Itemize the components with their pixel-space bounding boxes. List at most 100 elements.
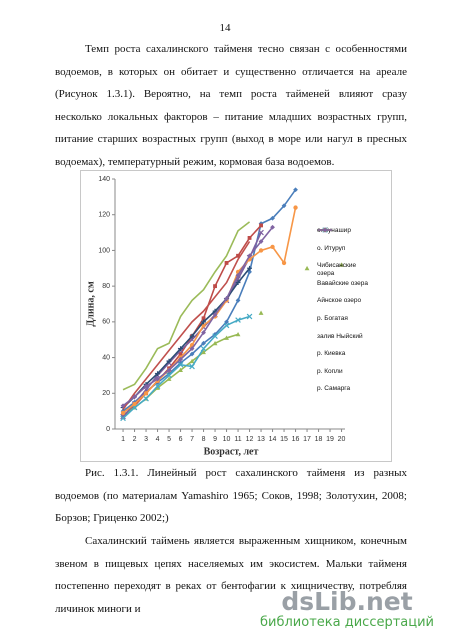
- point: [339, 262, 344, 267]
- x-tick-label: 19: [326, 436, 334, 443]
- x-tick-label: 9: [213, 436, 217, 443]
- y-tick-label: 0: [106, 426, 110, 433]
- legend-item: р. Самарга: [317, 227, 391, 402]
- page-number: 14: [219, 22, 231, 34]
- point: [120, 413, 126, 420]
- y-axis-label: Длина, см: [85, 281, 96, 326]
- point: [235, 298, 241, 303]
- point: [213, 284, 217, 289]
- series-line: [122, 241, 251, 410]
- point: [236, 253, 240, 258]
- point: [189, 333, 195, 339]
- y-tick-label: 100: [98, 247, 110, 254]
- point: [132, 394, 137, 400]
- point: [166, 376, 172, 381]
- point: [322, 227, 328, 233]
- point: [281, 260, 287, 266]
- watermark-tagline: библиотека диссертаций: [260, 615, 434, 630]
- x-tick-label: 10: [223, 436, 231, 443]
- point: [258, 248, 264, 253]
- legend-label: Вавайские озера: [317, 279, 369, 287]
- legend-item: р. Богатая: [317, 228, 391, 332]
- legend-item: Вавайские озера: [317, 227, 391, 297]
- point: [270, 244, 275, 250]
- x-axis-label: Возраст, лет: [204, 446, 259, 457]
- x-tick-label: 14: [269, 436, 277, 443]
- point: [235, 317, 241, 323]
- x-tick-label: 3: [144, 436, 148, 443]
- point: [224, 319, 229, 325]
- legend-item: о. Итуруп: [317, 228, 391, 262]
- legend-label: о. Кунашир: [317, 227, 351, 234]
- point: [293, 205, 298, 210]
- point: [259, 223, 263, 228]
- point: [212, 333, 218, 339]
- legend-label: Чибисанские озера: [317, 262, 357, 277]
- x-tick-label: 15: [280, 436, 288, 443]
- point: [120, 415, 126, 422]
- x-tick-label: 6: [179, 436, 183, 443]
- point: [235, 273, 241, 278]
- point: [189, 346, 195, 352]
- point: [178, 346, 183, 352]
- legend-item: р. Киевка: [317, 229, 391, 367]
- point: [224, 296, 229, 302]
- x-tick-label: 4: [156, 436, 160, 443]
- paragraph: Сахалинский таймень является выраженным …: [55, 535, 407, 615]
- x-tick-label: 7: [190, 436, 194, 443]
- point: [247, 265, 252, 271]
- series-line: [122, 226, 274, 407]
- legend-item: Чибисанские озера: [317, 227, 391, 279]
- point: [235, 331, 241, 337]
- x-tick-label: 13: [257, 436, 265, 443]
- x-tick-label: 16: [292, 436, 300, 443]
- x-tick-label: 1: [121, 436, 125, 443]
- point: [247, 236, 252, 240]
- point: [224, 335, 229, 340]
- legend-label: р. Киевка: [317, 350, 346, 358]
- point: [201, 316, 206, 321]
- point: [166, 358, 172, 364]
- legend-label: залив Ныйский: [317, 332, 363, 340]
- legend-label: р. Самарга: [317, 385, 351, 393]
- point: [154, 383, 161, 389]
- y-tick-label: 60: [102, 319, 110, 326]
- x-tick-label: 11: [234, 436, 241, 443]
- legend-label: о. Итуруп: [317, 244, 346, 252]
- watermark: dsLib.net библиотека диссертаций: [260, 589, 434, 631]
- x-tick-label: 5: [167, 436, 171, 443]
- point: [212, 340, 218, 346]
- point: [223, 322, 230, 329]
- legend-label: р. Богатая: [317, 314, 348, 322]
- legend: о. Кунашир о. Итуруп Чибисанские озера Вава…: [317, 226, 391, 402]
- x-tick-label: 20: [338, 436, 346, 443]
- point: [189, 358, 195, 364]
- point: [120, 410, 126, 416]
- point: [177, 361, 184, 368]
- series-line: [122, 315, 250, 419]
- point: [178, 367, 183, 372]
- point: [304, 265, 310, 271]
- point: [201, 330, 206, 335]
- paragraph: Темп роста сахалинского тайменя тесно св…: [55, 43, 407, 168]
- x-tick-label: 17: [303, 436, 311, 443]
- point: [143, 383, 149, 389]
- point: [247, 253, 252, 259]
- point: [246, 313, 253, 320]
- point: [235, 280, 241, 285]
- series-line: [122, 207, 297, 414]
- point: [155, 385, 160, 390]
- legend-item: р. Копли: [317, 229, 391, 385]
- y-tick-label: 140: [98, 176, 110, 183]
- legend-item: залив Ныйский: [317, 227, 391, 350]
- point: [143, 391, 149, 396]
- point: [143, 395, 149, 402]
- x-tick-label: 18: [315, 436, 323, 443]
- point: [189, 363, 195, 370]
- point: [200, 345, 207, 352]
- point: [178, 352, 183, 356]
- point: [166, 372, 172, 379]
- y-tick-label: 80: [102, 283, 110, 290]
